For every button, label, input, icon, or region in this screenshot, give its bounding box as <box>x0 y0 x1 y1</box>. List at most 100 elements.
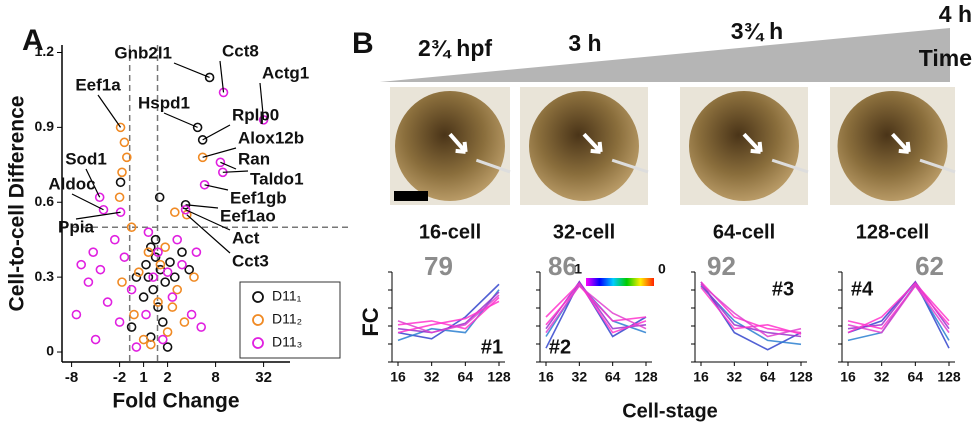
leader-line <box>163 112 198 128</box>
panel-label: A <box>22 24 44 57</box>
gene-label: Ppia <box>58 217 94 236</box>
legend-label: D11₁ <box>272 288 302 304</box>
cluster-line <box>397 296 500 330</box>
x-tick-label: -2 <box>113 369 126 386</box>
data-point <box>126 322 137 332</box>
x-tick-label: 16 <box>390 369 406 385</box>
stage-label: 64-cell <box>713 221 775 243</box>
gene-label: Cct3 <box>232 251 269 270</box>
x-axis-label: Fold Change <box>112 390 239 413</box>
data-point <box>141 259 151 270</box>
leader-line <box>222 170 249 173</box>
data-point <box>141 309 151 320</box>
data-point <box>199 179 210 190</box>
data-point <box>129 309 139 320</box>
data-point <box>119 137 130 148</box>
time-label: 3¾ h <box>731 18 783 44</box>
data-point <box>143 227 154 238</box>
leader-line <box>185 209 231 231</box>
cluster-line <box>545 284 647 334</box>
data-point <box>192 122 203 133</box>
data-point <box>122 152 132 163</box>
data-point <box>119 252 130 262</box>
data-point <box>172 234 182 245</box>
data-point <box>162 342 173 352</box>
data-point <box>148 272 158 282</box>
legend-label: D11₂ <box>272 311 302 327</box>
embryo <box>689 91 799 201</box>
data-point <box>143 247 154 257</box>
data-point <box>179 317 190 327</box>
arrow <box>742 132 763 154</box>
data-point <box>196 322 206 332</box>
data-point <box>177 247 187 257</box>
stage-label: 16-cell <box>419 221 481 243</box>
x-tick-label: 32 <box>424 369 440 385</box>
cluster-line <box>397 289 500 342</box>
data-point <box>197 135 208 145</box>
gene-label: Act <box>232 228 260 247</box>
data-point <box>155 259 166 270</box>
cluster-line <box>700 286 802 335</box>
data-point <box>95 264 106 275</box>
scale-bar <box>394 191 428 201</box>
legend-marker <box>252 337 264 349</box>
y-tick-label: 0.9 <box>35 118 55 134</box>
leader-line <box>220 161 237 170</box>
data-point <box>160 277 170 287</box>
legend-box <box>239 281 341 359</box>
y-axis-label: FC <box>358 307 383 336</box>
data-point <box>102 297 113 307</box>
data-point <box>83 277 94 287</box>
legend-marker <box>252 314 264 326</box>
data-point <box>186 309 197 320</box>
gene-label: Rplp0 <box>232 105 279 124</box>
x-tick-label: 128 <box>634 369 658 385</box>
gene-label: Taldo1 <box>250 169 304 188</box>
x-tick-label: 128 <box>937 369 961 385</box>
leader-line <box>219 60 225 93</box>
data-point <box>153 302 163 312</box>
data-point <box>170 272 180 282</box>
data-point <box>126 284 137 295</box>
cluster-id: #2 <box>549 336 571 358</box>
x-tick-label: 128 <box>487 369 511 385</box>
y-tick-label: 1.2 <box>35 43 55 59</box>
data-point <box>115 177 126 188</box>
x-tick-label: 32 <box>727 369 743 385</box>
leader-line <box>75 211 121 220</box>
data-point <box>146 242 156 252</box>
embryo <box>529 91 639 201</box>
cluster-line <box>847 282 950 334</box>
gene-label: Eef1ao <box>220 206 276 225</box>
y-axis-label: Cell-to-cell Difference <box>6 96 29 312</box>
cluster-line <box>545 284 647 326</box>
data-point <box>189 272 199 282</box>
data-point <box>150 252 161 262</box>
x-tick-label: 64 <box>458 369 474 385</box>
embryo <box>395 91 505 201</box>
x-tick-label: 16 <box>693 369 709 385</box>
data-point <box>180 204 191 215</box>
cluster-count: 86 <box>548 251 577 281</box>
gene-label: Aldoc <box>48 174 95 193</box>
time-label: 2¾ hpf <box>418 35 492 61</box>
x-tick-label: 16 <box>840 369 856 385</box>
data-point <box>197 152 208 163</box>
embryo <box>837 91 948 201</box>
arrow <box>582 132 603 154</box>
cluster-count: 79 <box>424 251 453 281</box>
data-point <box>117 167 127 178</box>
gene-label: Ran <box>238 149 270 168</box>
data-point <box>114 317 125 327</box>
gene-label: Cct8 <box>222 41 259 60</box>
needle <box>475 158 511 174</box>
x-tick-label: 32 <box>572 369 588 385</box>
data-point <box>150 234 161 245</box>
data-point <box>158 334 168 345</box>
data-point <box>167 292 178 302</box>
data-point <box>88 247 98 257</box>
data-point <box>148 284 158 295</box>
